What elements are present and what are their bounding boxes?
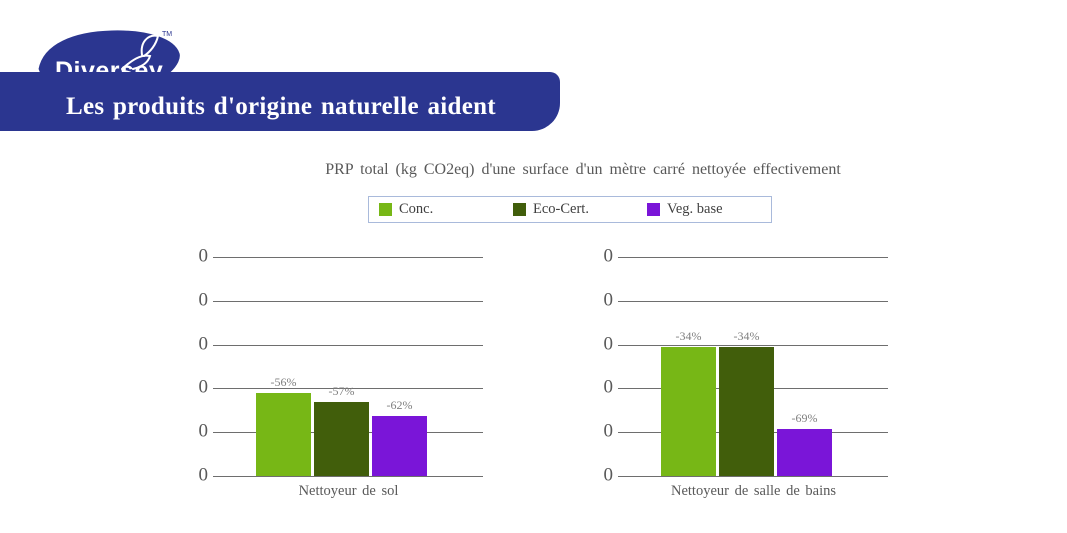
- bar-with-label: -56%: [256, 375, 311, 476]
- gridline: [213, 388, 483, 390]
- logo-trademark: TM: [162, 31, 172, 38]
- gridline: [618, 257, 888, 258]
- gridline: [213, 344, 483, 346]
- gridline: [213, 257, 483, 258]
- legend-label-text: Conc.: [399, 201, 434, 217]
- legend-label-text: Veg. base: [667, 201, 723, 217]
- x-axis-category-label: Nettoyeur de sol: [298, 483, 399, 499]
- gridline: [618, 476, 888, 477]
- gridline: [618, 300, 888, 302]
- bar-veg-base: [372, 416, 427, 476]
- header-banner: Les produits d'origine naturelle aident: [0, 72, 560, 131]
- y-tick-label: 0: [198, 333, 209, 355]
- bar-value-label: -57%: [328, 384, 355, 399]
- bar-conc-: [661, 346, 716, 476]
- legend-item: Veg. base: [637, 201, 771, 218]
- gridline: [213, 300, 483, 302]
- y-tick-label: 0: [198, 245, 209, 267]
- legend-label-text: Eco-Cert.: [533, 201, 589, 217]
- bar-with-label: -34%: [661, 329, 716, 476]
- y-tick-label: 0: [603, 376, 614, 398]
- chart-legend: Conc. Eco-Cert. Veg. base: [368, 196, 772, 223]
- bar-group: -56% -57% -62%: [256, 257, 427, 476]
- gridline: [618, 344, 888, 346]
- chart-floor-cleaner: 0 0 0 0 0 0 -56% -57% -62% Nettoyeur de sol: [188, 245, 484, 511]
- legend-item: Conc.: [369, 201, 503, 218]
- chart-title: PRP total (kg CO2eq) d'une surface d'un …: [325, 161, 841, 178]
- y-tick-label: 0: [603, 245, 614, 267]
- bar-value-label: -34%: [675, 328, 702, 343]
- bar-group: -34% -34% -69%: [661, 257, 832, 476]
- chart-bathroom-cleaner: 0 0 0 0 0 0 -34% -34% -69% Nettoyeur de salle de …: [593, 245, 889, 511]
- y-tick-label: 0: [198, 420, 209, 442]
- bar-with-label: -69%: [777, 411, 832, 476]
- legend-swatch: [513, 203, 526, 216]
- legend-item: Eco-Cert.: [503, 201, 637, 218]
- legend-swatch: [379, 203, 392, 216]
- y-tick-label: 0: [603, 333, 614, 355]
- y-tick-label: 0: [198, 464, 209, 486]
- y-tick-label: 0: [198, 289, 209, 311]
- bar-with-label: -57%: [314, 384, 369, 476]
- bar-value-label: -34%: [733, 328, 760, 343]
- gridline: [213, 476, 483, 477]
- y-tick-label: 0: [603, 420, 614, 442]
- bar-value-label: -62%: [386, 398, 413, 412]
- banner-headline: Les produits d'origine naturelle aident: [66, 92, 496, 120]
- x-axis-category-label: Nettoyeur de salle de bains: [670, 483, 837, 499]
- legend-swatch: [647, 203, 660, 216]
- bar-eco-cert-: [314, 402, 369, 476]
- y-tick-label: 0: [603, 289, 614, 311]
- y-tick-label: 0: [603, 464, 614, 486]
- bar-conc-: [256, 393, 311, 476]
- bar-eco-cert-: [719, 346, 774, 476]
- bar-with-label: -34%: [719, 329, 774, 476]
- bar-value-label: -69%: [791, 411, 818, 426]
- bar-value-label: -56%: [270, 375, 297, 390]
- bar-veg-base: [777, 429, 832, 476]
- y-tick-label: 0: [198, 376, 209, 398]
- bar-with-label: -62%: [372, 398, 427, 476]
